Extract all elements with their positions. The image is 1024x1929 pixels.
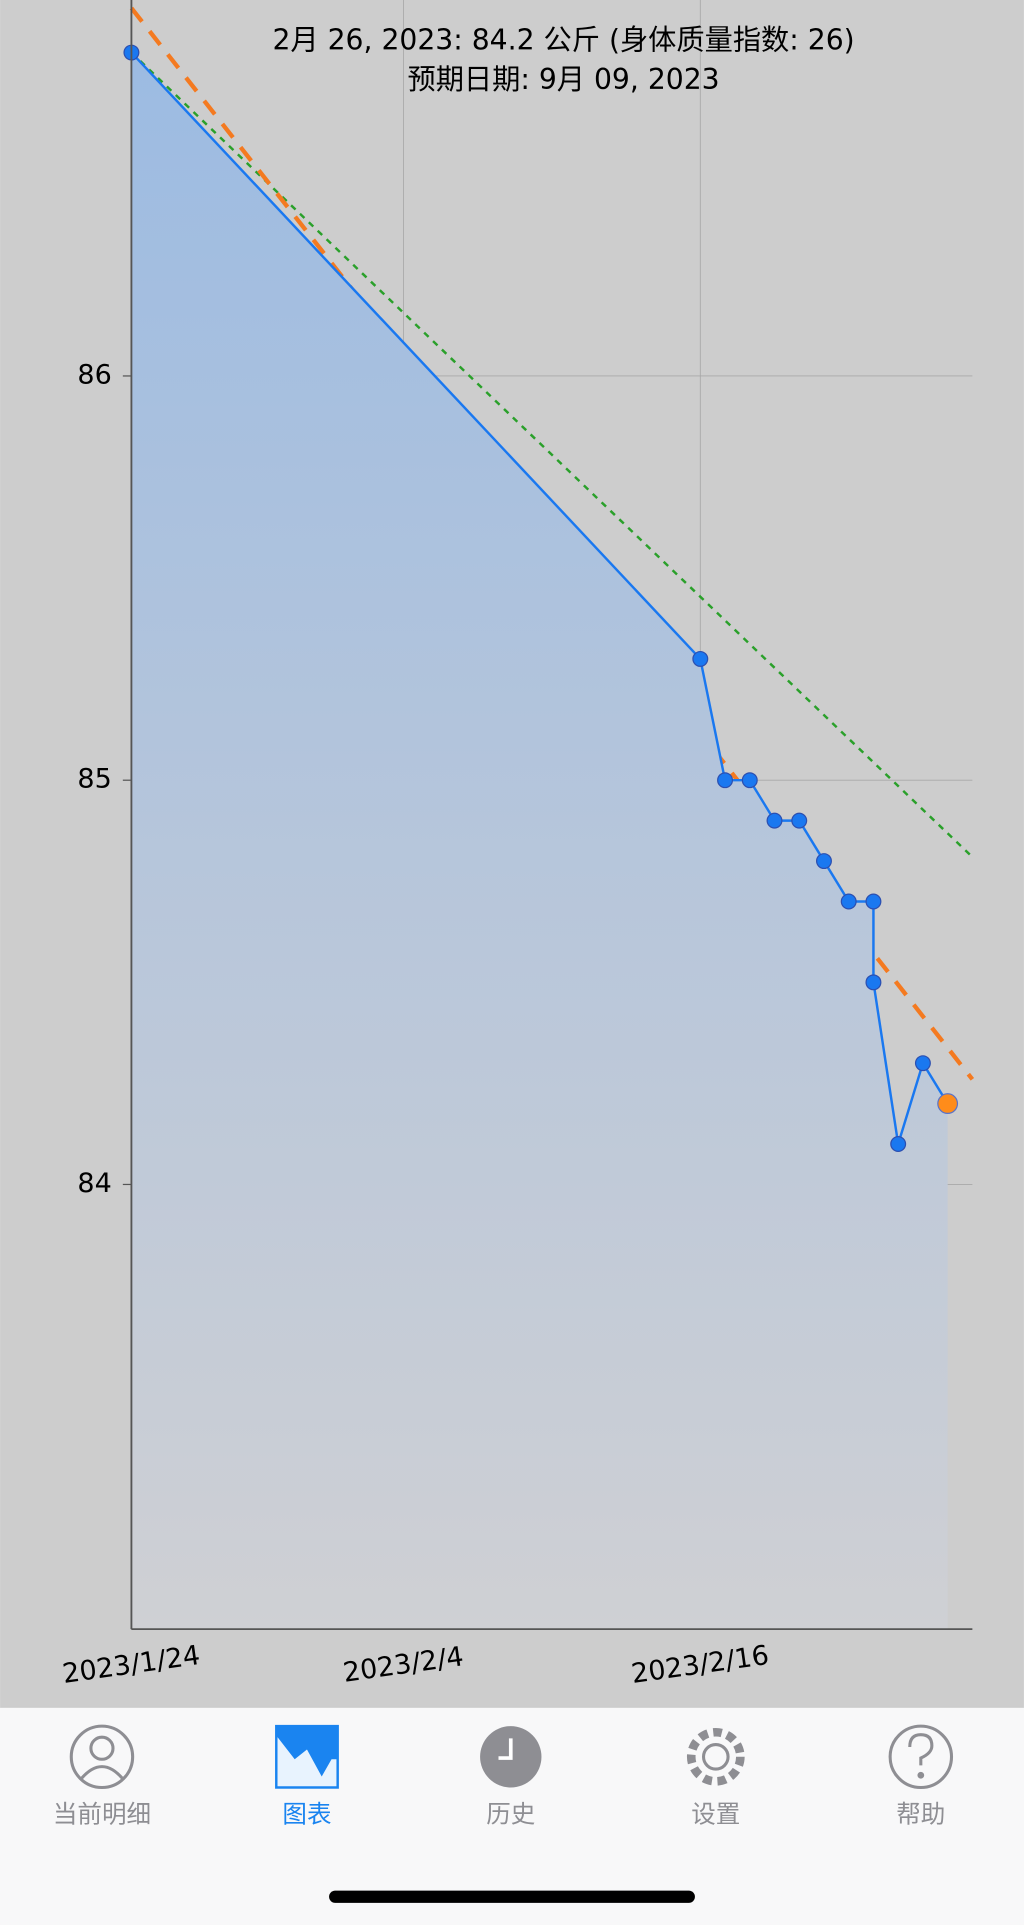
tab-icon[interactable] <box>480 1726 542 1788</box>
y-tick-label: 86 <box>77 359 111 390</box>
data-point <box>865 974 882 991</box>
tab-label[interactable]: 当前明细 <box>53 1800 151 1829</box>
tab-label[interactable]: 历史 <box>486 1800 535 1829</box>
area <box>131 52 948 1630</box>
tab-icon[interactable] <box>275 1724 339 1789</box>
data-point <box>914 1055 931 1072</box>
y-tick-label: 85 <box>77 764 111 795</box>
tab-label[interactable]: 帮助 <box>896 1800 945 1829</box>
tab-icon[interactable] <box>686 1727 745 1786</box>
tab-icon[interactable] <box>888 1724 954 1790</box>
data-point <box>840 893 857 910</box>
data-point <box>815 853 832 870</box>
data-point <box>791 812 808 829</box>
header-line: 2月 26, 2023: 84.2 公斤 (身体质量指数: 26) <box>272 24 854 57</box>
tab-icon[interactable] <box>69 1724 135 1790</box>
data-point <box>865 893 882 910</box>
data-point <box>741 772 758 789</box>
data-point <box>890 1136 907 1153</box>
y-tick-label: 84 <box>77 1168 111 1199</box>
tab-label[interactable]: 设置 <box>691 1800 740 1829</box>
header-line: 预期日期: 9月 09, 2023 <box>407 63 719 96</box>
data-point <box>937 1093 959 1115</box>
tab-label[interactable]: 图表 <box>282 1800 331 1829</box>
data-point <box>692 650 709 667</box>
data-point <box>766 812 783 829</box>
series-line <box>130 51 974 858</box>
home-indicator <box>329 1890 695 1903</box>
data-point <box>717 772 734 789</box>
